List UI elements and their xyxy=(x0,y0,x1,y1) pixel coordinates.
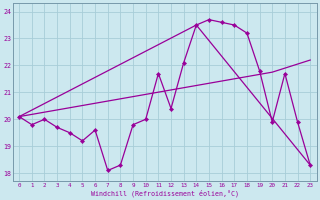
X-axis label: Windchill (Refroidissement éolien,°C): Windchill (Refroidissement éolien,°C) xyxy=(91,189,239,197)
